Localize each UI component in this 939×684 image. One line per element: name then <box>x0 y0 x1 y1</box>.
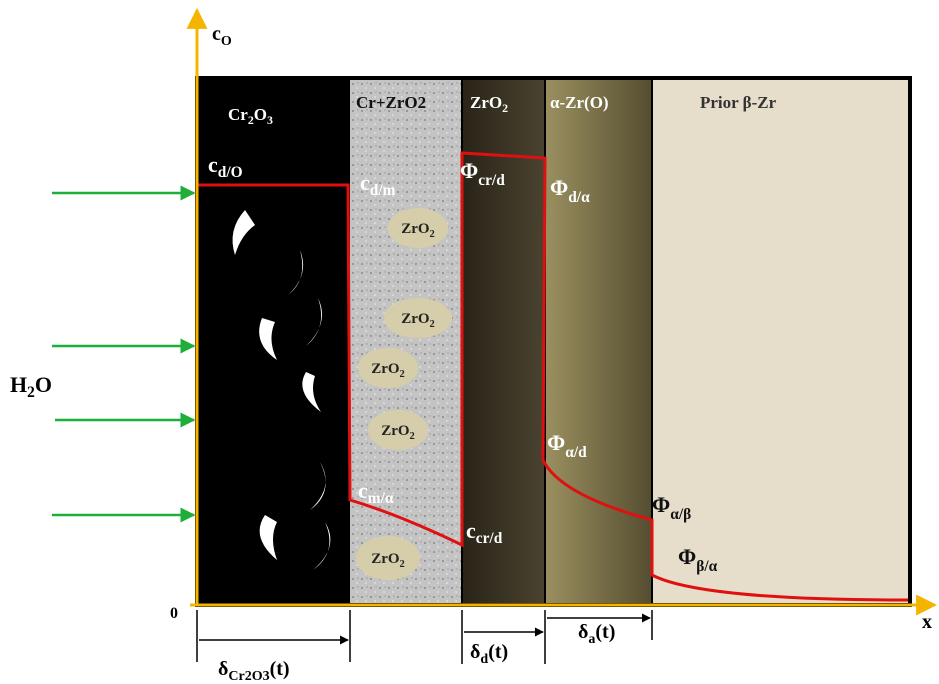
layer-label: Cr+ZrO2 <box>356 93 426 112</box>
text-part: (t) <box>595 621 615 643</box>
text-part: Φ <box>460 158 478 183</box>
text-part: Φ <box>547 430 565 455</box>
text-part: O <box>254 105 267 124</box>
bubble: ZrO2 <box>388 208 448 248</box>
text-part: c <box>360 170 370 195</box>
text-part: Φ <box>550 175 568 200</box>
text-part: d/m <box>370 182 396 199</box>
width-labels: δCr2O3(t) δd(t) δa(t) <box>218 621 615 684</box>
bubble-text: ZrO <box>371 551 399 567</box>
text-part: c <box>466 518 476 543</box>
text-part: (t) <box>270 658 290 680</box>
text-part: δ <box>470 641 480 663</box>
bubble: ZrO2 <box>358 348 418 388</box>
layer-alpha <box>545 78 652 605</box>
text-part: a <box>588 632 595 647</box>
bubble-text: ZrO <box>381 423 409 439</box>
bubble: ZrO2 <box>384 298 452 338</box>
text-part: H <box>10 372 27 397</box>
text-part: Φ <box>678 544 696 569</box>
text-part: d/O <box>218 164 243 181</box>
text-part: cr/d <box>478 172 505 189</box>
text-part: α/d <box>565 444 587 461</box>
layer-beta <box>652 78 910 605</box>
source-label: H2O <box>10 372 52 401</box>
bubble-sub: 2 <box>400 369 405 380</box>
text-part: 3 <box>267 113 273 127</box>
text-part: Cr <box>228 105 248 124</box>
text-part: α/β <box>670 506 691 523</box>
layer-cr-zro2 <box>350 78 462 605</box>
bubble-text: ZrO <box>401 221 429 237</box>
text-part: c <box>358 478 368 503</box>
text-part: c <box>212 23 221 45</box>
bubble-text: ZrO <box>401 311 429 327</box>
layer-label: Prior β-Zr <box>700 93 777 112</box>
text-part: m/α <box>368 490 394 507</box>
y-label: cO <box>212 23 232 49</box>
text-part: Φ <box>652 492 670 517</box>
text-part: δ <box>218 658 228 680</box>
text-part: d/α <box>568 189 590 206</box>
bubble-text: ZrO <box>371 361 399 377</box>
text-part: Cr2O3 <box>228 669 269 684</box>
width-label: δa(t) <box>578 621 615 647</box>
bubble: ZrO2 <box>368 410 428 450</box>
text-part: 2 <box>502 101 508 115</box>
layer-label: α-Zr(O) <box>550 93 609 112</box>
bubble-sub: 2 <box>430 319 435 330</box>
bubble-sub: 2 <box>430 229 435 240</box>
text-part: δ <box>578 621 588 643</box>
bubble: ZrO2 <box>356 536 420 580</box>
text-part: (t) <box>488 641 508 663</box>
diagram: ZrO2 ZrO2 ZrO2 ZrO2 ZrO2 cO 0 x H2O Cr2O… <box>0 0 939 684</box>
text-part: β/α <box>696 558 717 575</box>
bubble-sub: 2 <box>410 431 415 442</box>
x-label: x <box>922 611 932 633</box>
h2o-arrows <box>52 193 194 515</box>
text-part: c <box>208 152 218 177</box>
text-part: d <box>480 652 488 667</box>
text-part: O <box>221 34 232 49</box>
bubble-sub: 2 <box>400 559 405 570</box>
layers <box>197 78 910 605</box>
text-part: cr/d <box>476 530 503 547</box>
text-part: O <box>35 372 52 397</box>
text-part: ZrO <box>470 93 502 112</box>
width-label: δd(t) <box>470 641 508 667</box>
width-label: δCr2O3(t) <box>218 658 290 684</box>
origin-label: 0 <box>170 605 178 622</box>
